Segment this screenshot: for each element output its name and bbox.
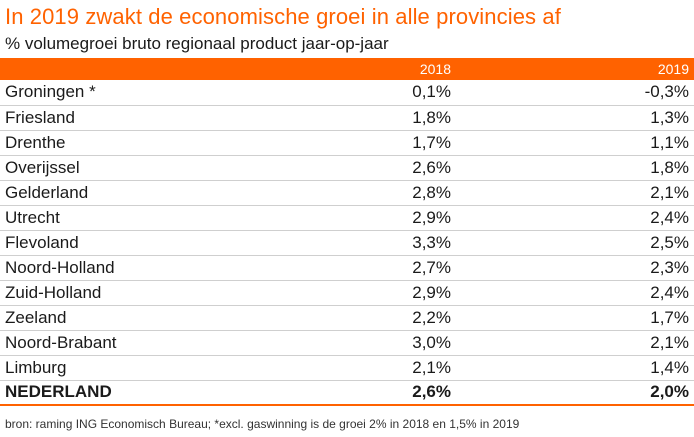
value-2019: 1,3% — [456, 105, 694, 131]
table-row: Zuid-Holland 2,9% 2,4% — [0, 280, 694, 306]
table-row: Zeeland 2,2% 1,7% — [0, 305, 694, 331]
row-label: Zeeland — [0, 305, 300, 331]
table-row: Utrecht 2,9% 2,4% — [0, 205, 694, 231]
row-label: Noord-Brabant — [0, 330, 300, 356]
value-2018: 3,0% — [300, 330, 456, 356]
table-row: Drenthe 1,7% 1,1% — [0, 130, 694, 156]
row-label: Limburg — [0, 355, 300, 381]
row-label: Utrecht — [0, 205, 300, 231]
row-label: Groningen * — [0, 80, 300, 106]
table-body: Groningen * 0,1% -0,3% Friesland 1,8% 1,3% Dre… — [0, 80, 694, 406]
table-row: Noord-Brabant 3,0% 2,1% — [0, 330, 694, 356]
value-2019: 2,5% — [456, 230, 694, 256]
chart-subtitle: % volumegroei bruto regionaal product ja… — [5, 34, 389, 53]
chart-title: In 2019 zwakt de economische groei in al… — [5, 4, 561, 29]
row-label: Zuid-Holland — [0, 280, 300, 306]
total-2019: 2,0% — [456, 380, 694, 406]
table-row: Gelderland 2,8% 2,1% — [0, 180, 694, 206]
row-label: Overijssel — [0, 155, 300, 181]
header-label — [0, 58, 300, 80]
row-label: Flevoland — [0, 230, 300, 256]
table-row: Limburg 2,1% 1,4% — [0, 355, 694, 381]
value-2019: 1,4% — [456, 355, 694, 381]
value-2018: 2,8% — [300, 180, 456, 206]
value-2019: 2,1% — [456, 330, 694, 356]
row-label: Gelderland — [0, 180, 300, 206]
table-row: Overijssel 2,6% 1,8% — [0, 155, 694, 181]
value-2018: 0,1% — [300, 80, 456, 106]
value-2019: 2,3% — [456, 255, 694, 281]
value-2018: 1,7% — [300, 130, 456, 156]
value-2018: 2,2% — [300, 305, 456, 331]
value-2018: 3,3% — [300, 230, 456, 256]
value-2019: 2,4% — [456, 280, 694, 306]
row-label: Drenthe — [0, 130, 300, 156]
source-note: bron: raming ING Economisch Bureau; *exc… — [5, 417, 520, 431]
value-2018: 2,9% — [300, 280, 456, 306]
table-row: Friesland 1,8% 1,3% — [0, 105, 694, 131]
value-2019: 2,1% — [456, 180, 694, 206]
table-row: Flevoland 3,3% 2,5% — [0, 230, 694, 256]
value-2019: 1,8% — [456, 155, 694, 181]
total-row: NEDERLAND 2,6% 2,0% — [0, 380, 694, 406]
table-row: Noord-Holland 2,7% 2,3% — [0, 255, 694, 281]
header-2019: 2019 — [657, 61, 689, 77]
value-2018: 2,9% — [300, 205, 456, 231]
value-2018: 2,6% — [300, 155, 456, 181]
total-label: NEDERLAND — [0, 380, 300, 406]
header-row: 2018 2019 — [0, 58, 694, 80]
value-2019: -0,3% — [456, 80, 694, 106]
table-row: Groningen * 0,1% -0,3% — [0, 80, 694, 106]
value-2019: 1,1% — [456, 130, 694, 156]
value-2019: 2,4% — [456, 205, 694, 231]
total-2018: 2,6% — [300, 380, 456, 406]
value-2018: 2,7% — [300, 255, 456, 281]
row-label: Friesland — [0, 105, 300, 131]
value-2018: 2,1% — [300, 355, 456, 381]
row-label: Noord-Holland — [0, 255, 300, 281]
value-2019: 1,7% — [456, 305, 694, 331]
data-table: 2018 2019 Groningen * 0,1% -0,3% Friesland 1… — [0, 58, 694, 406]
value-2018: 1,8% — [300, 105, 456, 131]
header-2018: 2018 — [419, 61, 451, 77]
